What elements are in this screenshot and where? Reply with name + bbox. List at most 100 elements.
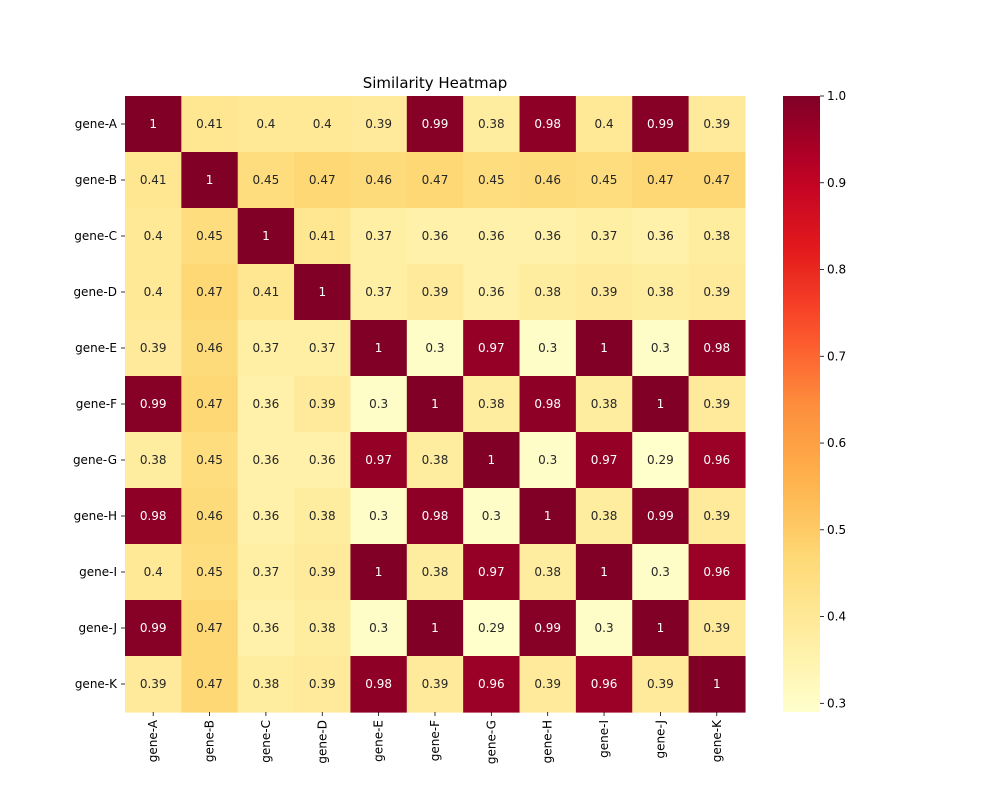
heatmap-cell-gene-I-gene-C [237,544,295,601]
heatmap-cell-value: 0.4 [313,117,332,131]
heatmap-cell-gene-J-gene-H [519,600,577,657]
heatmap-cell-gene-K-gene-G [463,656,521,713]
heatmap-cell-value: 0.96 [591,677,618,691]
colorbar-tick-label: 0.8 [827,263,846,277]
heatmap-cell-value: 1 [657,621,665,635]
column-tick-label: gene-A [146,719,160,762]
heatmap-cell-value: 0.3 [538,453,557,467]
row-tick-label: gene-E [75,341,117,355]
heatmap-cell-gene-F-gene-J [632,376,690,433]
heatmap-cell-value: 0.38 [478,117,505,131]
heatmap-cell-gene-F-gene-F [406,376,464,433]
heatmap-cell-gene-H-gene-H [519,488,577,545]
heatmap-cell-value: 0.98 [534,117,561,131]
heatmap-cell-value: 1 [206,173,214,187]
heatmap-cell-gene-D-gene-H [519,264,577,321]
heatmap-cells: 1 0.41 0.4 0.4 0.39 0.99 0.38 0.98 0.4 0.99 0.390.… [125,96,746,713]
heatmap-cell-value: 1 [713,677,721,691]
heatmap-cell-gene-B-gene-I [575,152,633,209]
heatmap-cell-gene-I-gene-H [519,544,577,601]
heatmap-cell-gene-H-gene-E [350,488,408,545]
heatmap-cell-value: 0.47 [703,173,730,187]
heatmap-cell-gene-H-gene-C [237,488,295,545]
heatmap-cell-value: 0.38 [309,621,336,635]
heatmap-cell-gene-A-gene-J [632,96,690,153]
heatmap-cell-value: 0.38 [422,453,449,467]
heatmap-cell-value: 0.36 [478,229,505,243]
heatmap-cell-value: 0.39 [309,397,336,411]
heatmap-cell-value: 1 [375,341,383,355]
heatmap-cell-gene-E-gene-I [575,320,633,377]
heatmap-cell-value: 0.46 [534,173,561,187]
heatmap-cell-gene-A-gene-A [125,96,182,153]
heatmap-cell-gene-D-gene-I [575,264,633,321]
heatmap-cell-value: 0.37 [309,341,336,355]
heatmap-cell-gene-C-gene-B [181,208,239,265]
heatmap-cell-gene-J-gene-B [181,600,239,657]
heatmap-cell-value: 0.98 [140,509,167,523]
heatmap-cell-gene-F-gene-D [294,376,352,433]
heatmap-cell-value: 0.3 [425,341,444,355]
column-tick-label: gene-J [653,720,667,759]
heatmap-cell-gene-C-gene-K [688,208,746,265]
heatmap-cell-value: 0.45 [196,229,223,243]
column-tick-label: gene-E [372,720,386,762]
heatmap-cell-value: 0.45 [196,565,223,579]
heatmap-cell-gene-C-gene-C [237,208,295,265]
heatmap-cell-value: 0.4 [144,565,163,579]
heatmap-cell-gene-E-gene-B [181,320,239,377]
heatmap-cell-value: 0.3 [482,509,501,523]
heatmap-cell-gene-E-gene-C [237,320,295,377]
heatmap-cell-value: 0.47 [196,285,223,299]
heatmap-cell-value: 0.41 [253,285,280,299]
heatmap-cell-value: 1 [431,397,439,411]
heatmap-cell-gene-F-gene-K [688,376,746,433]
heatmap-cell-gene-F-gene-I [575,376,633,433]
heatmap-cell-gene-G-gene-K [688,432,746,489]
heatmap-cell-gene-D-gene-J [632,264,690,321]
colorbar-tick-label: 1.0 [827,89,846,103]
row-tick-label: gene-K [75,677,118,691]
heatmap-cell-value: 0.45 [591,173,618,187]
heatmap-cell-value: 0.4 [595,117,614,131]
heatmap-cell-gene-D-gene-E [350,264,408,321]
heatmap-cell-value: 0.3 [651,341,670,355]
heatmap-cell-value: 0.36 [253,397,280,411]
heatmap-cell-gene-J-gene-I [575,600,633,657]
heatmap-cell-gene-I-gene-G [463,544,521,601]
heatmap-cell-value: 0.3 [369,397,388,411]
heatmap-cell-gene-I-gene-F [406,544,464,601]
heatmap-cell-gene-G-gene-D [294,432,352,489]
heatmap-cell-value: 1 [431,621,439,635]
heatmap-cell-gene-F-gene-H [519,376,577,433]
heatmap-cell-value: 0.46 [196,341,223,355]
heatmap-cell-gene-D-gene-D [294,264,352,321]
heatmap-cell-gene-H-gene-G [463,488,521,545]
heatmap-cell-value: 0.47 [196,621,223,635]
heatmap-cell-gene-B-gene-C [237,152,295,209]
heatmap-cell-gene-A-gene-H [519,96,577,153]
heatmap-cell-value: 0.4 [144,229,163,243]
heatmap-cell-value: 0.97 [365,453,392,467]
row-tick-label: gene-F [76,397,117,411]
heatmap-cell-value: 1 [657,397,665,411]
heatmap-cell-gene-H-gene-D [294,488,352,545]
heatmap-cell-value: 0.3 [595,621,614,635]
heatmap-cell-value: 0.41 [140,173,167,187]
heatmap-cell-gene-F-gene-G [463,376,521,433]
heatmap-cell-gene-H-gene-I [575,488,633,545]
heatmap-cell-value: 0.39 [309,677,336,691]
heatmap-cell-value: 0.39 [422,677,449,691]
heatmap-cell-value: 0.36 [309,453,336,467]
heatmap-cell-value: 0.47 [196,397,223,411]
heatmap-cell-value: 1 [600,565,608,579]
heatmap-cell-gene-E-gene-G [463,320,521,377]
heatmap-cell-gene-F-gene-B [181,376,239,433]
heatmap-cell-gene-K-gene-E [350,656,408,713]
heatmap-cell-gene-I-gene-E [350,544,408,601]
heatmap-cell-value: 0.29 [647,453,674,467]
heatmap-cell-gene-B-gene-H [519,152,577,209]
heatmap-cell-value: 0.39 [703,397,730,411]
heatmap-cell-gene-K-gene-H [519,656,577,713]
row-tick-label: gene-I [79,565,117,579]
